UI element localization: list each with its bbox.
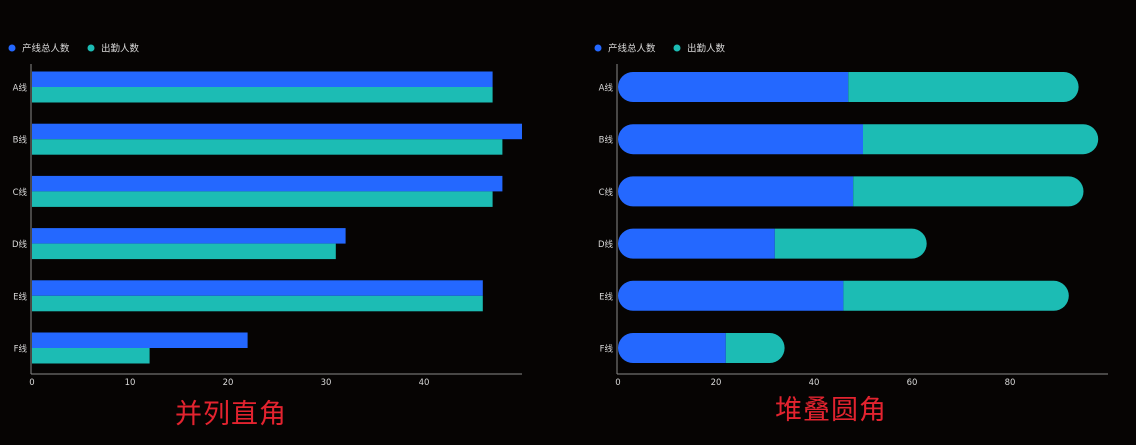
bar-segment-present: [843, 280, 1069, 311]
grouped-bar-chart: 产线总人数 出勤人数 0 10 20 30 40 A线 B线 C线 D线 E线 F线: [8, 43, 522, 388]
y-category-label: C线: [13, 187, 28, 198]
bar-segment-total: [618, 176, 854, 207]
bar-present: [32, 295, 483, 312]
x-tick-label: 40: [419, 378, 430, 388]
x-tick-label: 30: [321, 378, 332, 388]
legend-label-present: 出勤人数: [101, 43, 140, 55]
bar-segment-total: [618, 333, 726, 363]
y-category-label: B线: [599, 135, 614, 146]
y-category-label: F线: [14, 344, 28, 355]
x-tick-label: 10: [125, 378, 136, 388]
legend-swatch-present: [673, 44, 681, 52]
y-category-label: B线: [13, 135, 28, 146]
left-chart-caption: 并列直角: [175, 399, 287, 430]
bar-total: [32, 332, 248, 348]
grouped-legend: 产线总人数 出勤人数: [8, 43, 140, 55]
y-category-label: A线: [599, 83, 614, 94]
bar-total: [32, 123, 522, 140]
x-tick-label: 60: [907, 378, 918, 388]
bar-total: [32, 280, 483, 296]
bar-present: [32, 243, 336, 260]
bar-segment-total: [618, 124, 863, 155]
bar-present: [32, 139, 503, 155]
bar-total: [32, 228, 346, 244]
right-chart-caption: 堆叠圆角: [775, 395, 887, 426]
bar-present: [32, 191, 493, 207]
stacked-bar-chart: 产线总人数 出勤人数 0 20 40 60 80 A线 B线 C线 D线 E线 F线: [594, 43, 1108, 388]
y-category-label: E线: [13, 291, 27, 302]
bar-segment-present: [725, 333, 785, 363]
bar-total: [32, 71, 493, 87]
x-tick-label: 20: [223, 378, 234, 388]
legend-swatch-present: [87, 44, 95, 52]
bar-present: [32, 348, 150, 364]
x-tick-label: 0: [615, 378, 620, 388]
x-tick-label: 40: [809, 378, 820, 388]
y-category-label: A线: [13, 83, 28, 94]
stacked-legend: 产线总人数 出勤人数: [594, 43, 726, 55]
legend-label-total: 产线总人数: [22, 43, 70, 55]
bar-segment-total: [618, 72, 849, 102]
x-tick-label: 20: [711, 378, 722, 388]
y-category-label: E线: [599, 291, 613, 302]
y-category-label: D线: [598, 239, 614, 250]
bar-segment-present: [853, 176, 1084, 207]
bar-total: [32, 175, 503, 192]
bar-present: [32, 87, 493, 103]
x-tick-label: 0: [29, 378, 34, 388]
legend-swatch-total: [8, 44, 16, 52]
y-category-label: F线: [600, 344, 614, 355]
bar-segment-total: [618, 228, 775, 259]
bar-segment-present: [863, 124, 1099, 155]
legend-label-total: 产线总人数: [608, 43, 656, 55]
y-category-label: C线: [599, 187, 614, 198]
bar-segment-present: [848, 72, 1079, 102]
legend-label-present: 出勤人数: [687, 43, 726, 55]
bar-segment-present: [774, 228, 927, 259]
x-tick-label: 80: [1005, 378, 1016, 388]
y-category-label: D线: [12, 239, 28, 250]
legend-swatch-total: [594, 44, 602, 52]
bar-segment-total: [618, 280, 844, 311]
